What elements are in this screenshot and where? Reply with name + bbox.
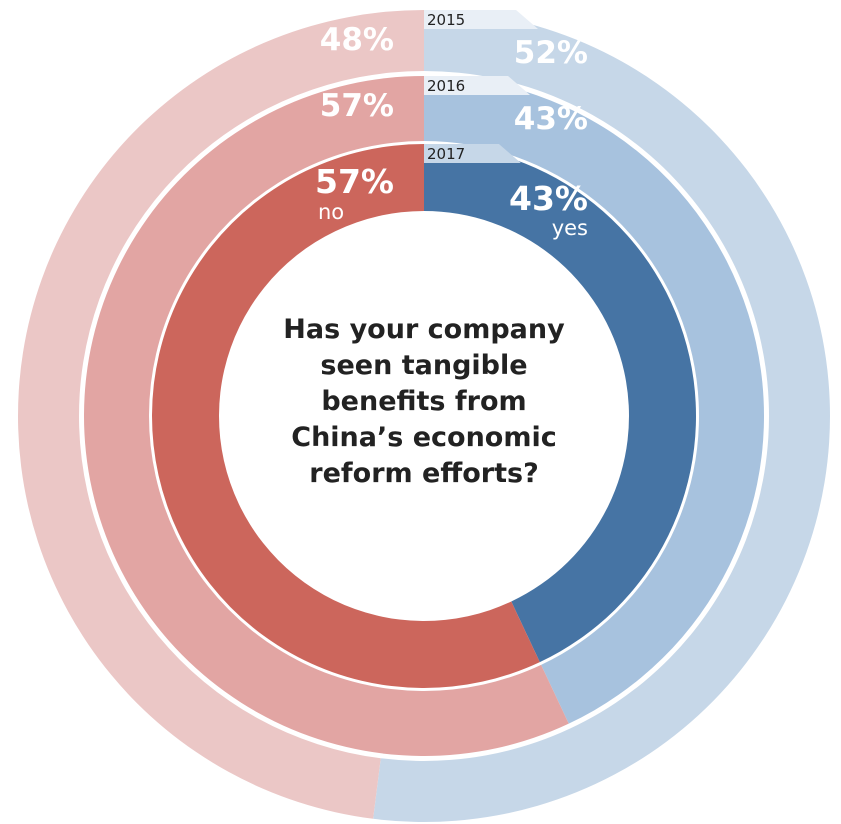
title-line: reform efforts? <box>309 458 539 489</box>
year-label: 2016 <box>427 77 465 95</box>
data-label-no: 57% <box>315 162 394 201</box>
ring-2016-yes-slice <box>424 76 765 724</box>
chart-title: Has your company seen tangible benefits … <box>259 312 589 492</box>
data-label-no: 48% <box>320 22 394 58</box>
category-label-yes: yes <box>552 216 588 240</box>
data-label-yes: 52% <box>514 35 588 71</box>
year-tab <box>424 144 521 163</box>
title-line: benefits from <box>321 386 527 417</box>
category-label-no: no <box>318 200 344 224</box>
title-line: Has your company <box>283 314 565 345</box>
year-label: 2017 <box>427 145 465 163</box>
year-tab <box>424 10 539 29</box>
ring-2015-yes-slice <box>373 10 830 822</box>
data-label-yes: 43% <box>509 179 588 218</box>
ring-2015-no-slice <box>17 10 424 819</box>
ring-2017-no-slice <box>152 144 540 688</box>
data-label-yes: 43% <box>514 101 588 137</box>
year-label: 2015 <box>427 11 465 29</box>
ring-2017-yes-slice <box>424 144 696 663</box>
title-line: seen tangible <box>320 350 528 381</box>
ring-2016-no-slice <box>84 76 569 756</box>
data-label-no: 57% <box>320 88 394 124</box>
year-tab <box>424 76 531 95</box>
title-line: China’s economic <box>291 422 557 453</box>
